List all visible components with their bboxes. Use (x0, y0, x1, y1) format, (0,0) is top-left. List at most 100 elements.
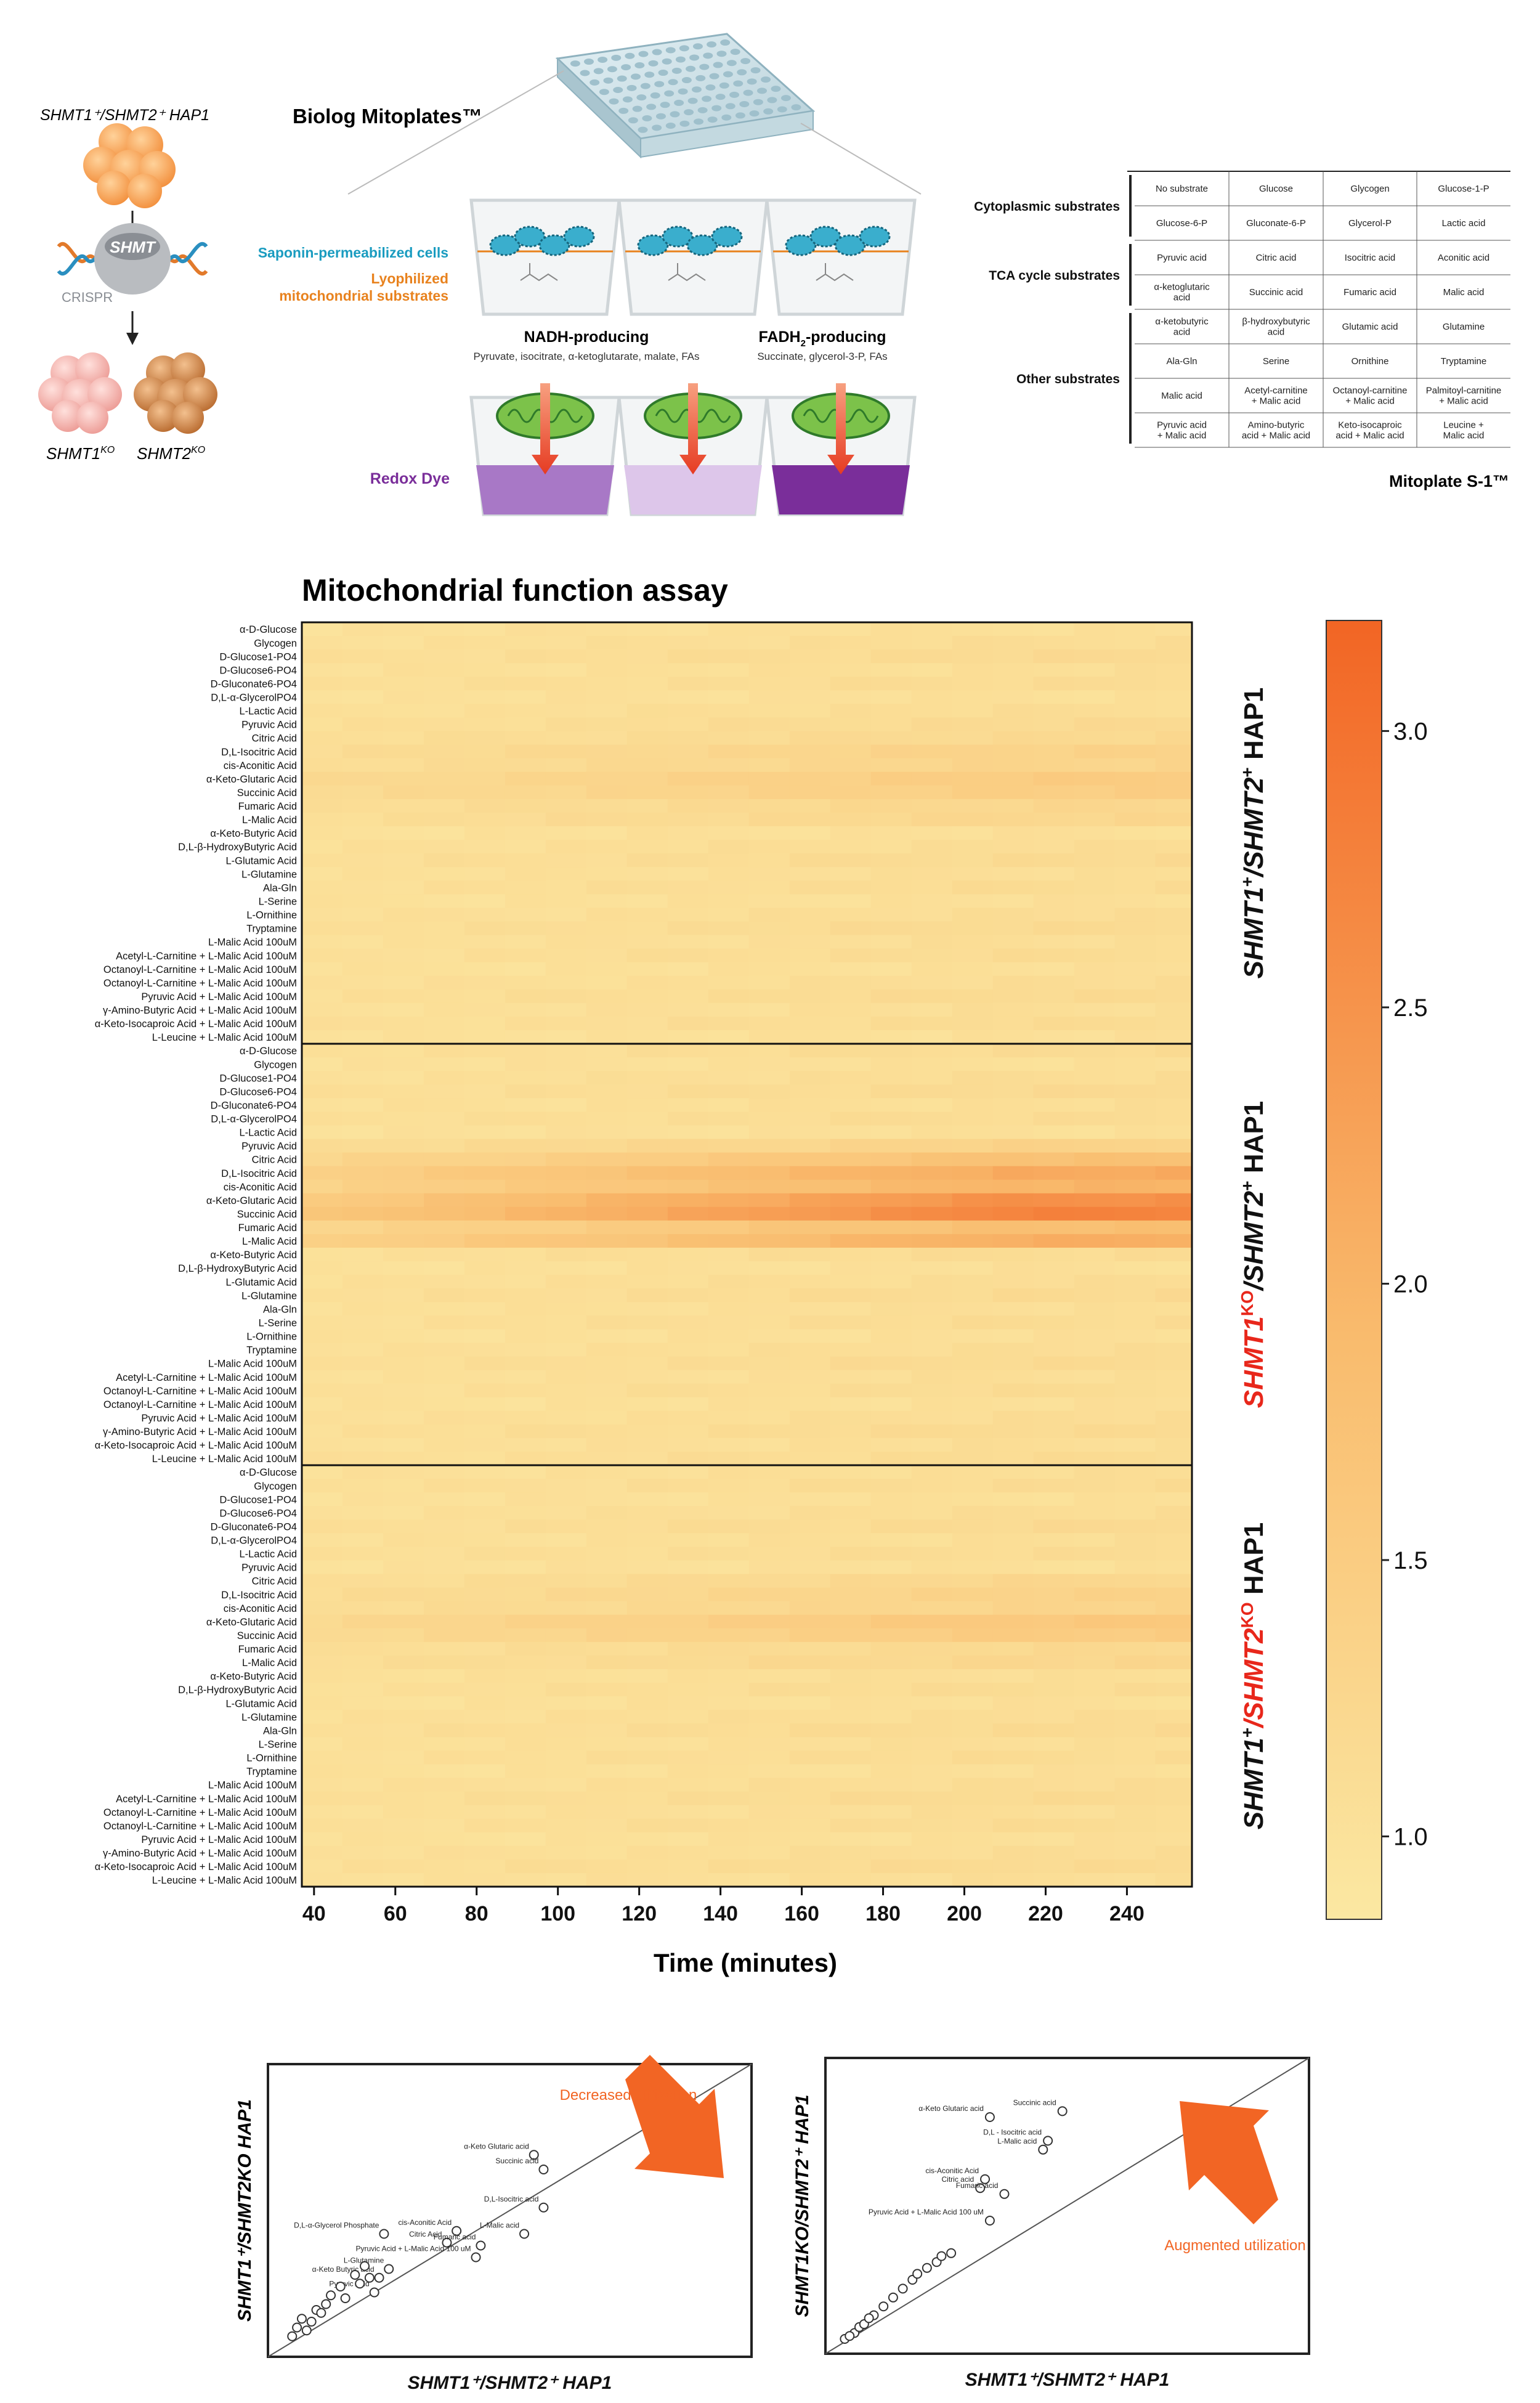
heatmap-cell (342, 1002, 384, 1017)
heatmap-cell (1033, 1805, 1075, 1820)
heatmap-cell (383, 1002, 424, 1017)
heatmap-cell (302, 1805, 343, 1820)
heatmap-cell (789, 1859, 831, 1874)
heatmap-cell (830, 1193, 872, 1208)
heatmap-cell (302, 812, 343, 827)
heatmap-cell (1074, 1655, 1116, 1670)
heatmap-cell (789, 1016, 831, 1031)
heatmap-cell (1074, 1002, 1116, 1017)
heatmap-cell (1114, 1397, 1156, 1412)
plate-projection-left (347, 70, 564, 195)
heatmap-cell (1114, 622, 1156, 636)
heatmap-cell (1155, 744, 1193, 759)
heatmap-cell (1074, 758, 1116, 773)
heatmap-cell (342, 1845, 384, 1860)
heatmap-cell (1033, 1125, 1075, 1140)
heatmap-cell (1074, 1696, 1116, 1710)
heatmap-cell (1114, 1410, 1156, 1425)
heatmap-cell (586, 1601, 628, 1616)
heatmap-cell (342, 1030, 384, 1044)
heatmap-cell (830, 975, 872, 990)
heatmap-cell (830, 1166, 872, 1181)
heatmap-cell (748, 1628, 790, 1643)
heatmap-cell (1074, 1220, 1116, 1235)
heatmap-cell (1155, 1112, 1193, 1126)
heatmap-cell (302, 1125, 343, 1140)
heatmap-cell (1155, 1247, 1193, 1262)
heatmap-cell (708, 1778, 750, 1792)
mitoplate-cell-text: + Malic acid (1252, 396, 1301, 407)
heatmap-cell (911, 799, 953, 813)
heatmap-cell (505, 880, 546, 895)
heatmap-cell (383, 1764, 424, 1779)
heatmap-cell (383, 1560, 424, 1575)
heatmap-cell (1155, 704, 1193, 718)
heatmap-cell (830, 1560, 872, 1575)
heatmap-cell (545, 867, 587, 881)
heatmap-cell (1155, 853, 1193, 868)
heatmap-cell (667, 1370, 709, 1384)
heatmap-cell (1033, 731, 1075, 746)
heatmap-cell (992, 989, 1034, 1004)
heatmap-cell (708, 1343, 750, 1357)
heatmap-cell (505, 840, 546, 854)
heatmap-cell (505, 1275, 546, 1289)
heatmap-cell (505, 894, 546, 908)
heatmap-cell (992, 1723, 1034, 1738)
heatmap-cell (1114, 1845, 1156, 1860)
heatmap-cell (870, 744, 912, 759)
heatmap-row-label: Citric Acid (252, 1576, 297, 1587)
heatmap-cell (748, 1818, 790, 1833)
heatmap-cell (464, 1750, 506, 1765)
plate-well (749, 110, 760, 117)
heatmap-cell (789, 935, 831, 949)
heatmap-row-label: L-Glutamine (241, 1712, 297, 1723)
heatmap-cell (423, 1220, 465, 1235)
heatmap-cell (1114, 962, 1156, 977)
heatmap-cell (952, 1343, 994, 1357)
heatmap-cell (789, 1655, 831, 1670)
heatmap-cell (1033, 1560, 1075, 1575)
plate-well (735, 112, 745, 119)
heatmap-cell (302, 1356, 343, 1371)
scatter-point (888, 2292, 898, 2303)
heatmap-cell (302, 1002, 343, 1017)
heatmap-cell (789, 880, 831, 895)
heatmap-cell (1155, 1370, 1193, 1384)
heatmap-cell (708, 1383, 750, 1398)
plate-projection-right (800, 123, 922, 195)
heatmap-cell (505, 1451, 546, 1466)
heatmap-cell (748, 989, 790, 1004)
heatmap-cell (830, 1302, 872, 1316)
heatmap-cell (1074, 1084, 1116, 1099)
heatmap-cell (423, 1383, 465, 1398)
heatmap-cell (1114, 1125, 1156, 1140)
heatmap-cell (748, 1247, 790, 1262)
colorbar-tick-label: 2.5 (1393, 994, 1428, 1022)
heatmap-cell (708, 704, 750, 718)
heatmap-cell (1114, 1057, 1156, 1071)
heatmap-cell (302, 1614, 343, 1629)
heatmap-cell (911, 690, 953, 704)
molecule-sketch (668, 263, 706, 282)
heatmap-cell (383, 1791, 424, 1806)
heatmap-cell (626, 1451, 668, 1466)
heatmap-cell (1033, 677, 1075, 691)
heatmap-row-label: α-Keto-Glutaric Acid (206, 774, 297, 785)
plate-well (705, 84, 716, 91)
heatmap-row-label: Citric Acid (252, 1155, 297, 1166)
heatmap-cell (302, 1778, 343, 1792)
heatmap-cell (505, 1152, 546, 1167)
heatmap-cell (342, 840, 384, 854)
heatmap-row-label: D-Gluconate6-PO4 (211, 1521, 297, 1532)
heatmap-cell (911, 1859, 953, 1874)
heatmap-cell (911, 1206, 953, 1221)
permeabilized-cell (662, 226, 694, 248)
heatmap-cell (1074, 1451, 1116, 1466)
heatmap-cell (545, 1655, 587, 1670)
heatmap-cell (302, 1315, 343, 1330)
plate-well (646, 104, 657, 110)
heatmap-cell (748, 1641, 790, 1656)
heatmap-cell (911, 1424, 953, 1439)
